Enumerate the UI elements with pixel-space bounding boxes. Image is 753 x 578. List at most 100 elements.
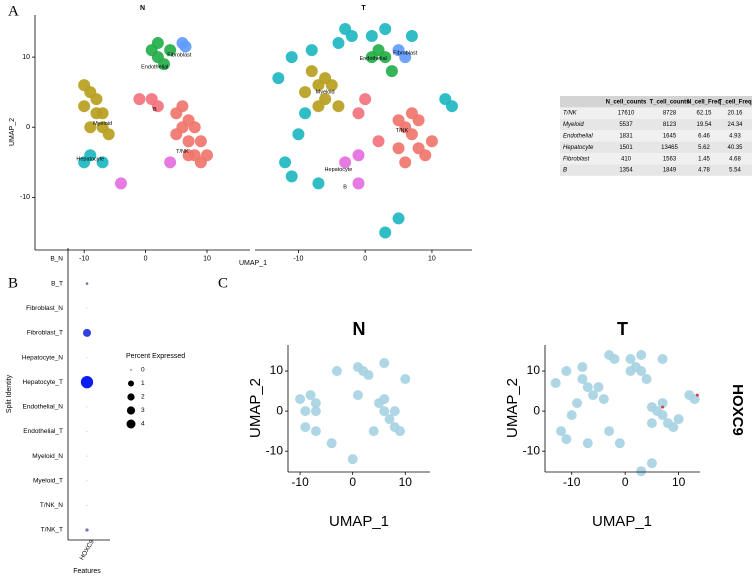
table-header: T_cell_Freq bbox=[718, 99, 752, 105]
y-tick-label: Fibroblast_N bbox=[26, 305, 63, 312]
table-cell: 8728 bbox=[663, 111, 677, 117]
point bbox=[604, 426, 615, 437]
point bbox=[625, 354, 636, 365]
point bbox=[646, 418, 657, 429]
point bbox=[636, 366, 647, 377]
table-cell: 24.34 bbox=[727, 122, 743, 128]
table-cell: 5.62 bbox=[698, 145, 710, 151]
point bbox=[384, 414, 395, 425]
table-header: N_cell_counts bbox=[606, 99, 647, 105]
point bbox=[300, 422, 311, 433]
y-tick-label: B_T bbox=[51, 280, 63, 287]
point bbox=[170, 128, 183, 141]
y-axis-label: UMAP_2 bbox=[247, 378, 264, 438]
point bbox=[561, 366, 572, 377]
table-row-bg bbox=[560, 118, 752, 131]
point bbox=[668, 422, 679, 433]
legend-label: 3 bbox=[141, 407, 145, 414]
y-tick-label: -10 bbox=[523, 443, 541, 457]
point bbox=[400, 374, 411, 385]
table-cell: 8123 bbox=[663, 122, 677, 128]
chart-title: N bbox=[140, 5, 145, 12]
point bbox=[392, 212, 405, 225]
table-cell: 19.54 bbox=[696, 122, 712, 128]
legend-label: 0 bbox=[141, 367, 145, 374]
point bbox=[556, 426, 567, 437]
x-tick-label: 10 bbox=[428, 255, 436, 262]
y-tick-label: Endothelial_T bbox=[23, 428, 63, 435]
x-tick-label: HOXC9 bbox=[79, 538, 96, 561]
legend-dot bbox=[127, 393, 135, 401]
y-tick-label: 10 bbox=[527, 363, 541, 377]
dot bbox=[86, 455, 88, 457]
point bbox=[425, 135, 438, 148]
cluster-label: Myeloid bbox=[93, 121, 112, 127]
point bbox=[151, 37, 164, 50]
chart-title: T bbox=[361, 5, 366, 12]
table-cell: 1501 bbox=[619, 145, 633, 151]
y-tick-label: Fibroblast_T bbox=[27, 330, 63, 337]
feature-label: HOXC9 bbox=[729, 384, 746, 436]
table-row-label: Fibroblast bbox=[563, 156, 590, 162]
point bbox=[405, 128, 418, 141]
y-tick-label: 0 bbox=[533, 403, 540, 417]
table-cell: 62.15 bbox=[696, 111, 712, 117]
dot bbox=[86, 430, 88, 433]
cluster-label: Fibroblast bbox=[167, 52, 192, 58]
point bbox=[305, 390, 316, 401]
point bbox=[582, 438, 593, 449]
dot bbox=[80, 376, 94, 389]
point bbox=[641, 374, 652, 385]
table-row-bg bbox=[560, 130, 752, 142]
table-cell: 4.93 bbox=[729, 133, 741, 139]
y-tick-label: Hepatocyte_T bbox=[23, 379, 63, 386]
point bbox=[295, 394, 306, 405]
point bbox=[593, 382, 604, 393]
point bbox=[332, 37, 345, 50]
point bbox=[299, 107, 312, 120]
point bbox=[345, 30, 358, 43]
y-axis-label: Split Identity bbox=[6, 374, 13, 413]
point bbox=[78, 100, 91, 113]
point bbox=[151, 100, 164, 113]
legend-dot bbox=[128, 380, 134, 387]
legend-label: 2 bbox=[141, 394, 145, 401]
table-cell: 1831 bbox=[619, 133, 633, 139]
y-tick-label: B_N bbox=[50, 256, 63, 263]
y-tick-label: Endothelial_N bbox=[23, 404, 64, 411]
y-tick-label: -10 bbox=[266, 443, 284, 457]
y-tick-label: T/NK_N bbox=[40, 502, 63, 509]
point bbox=[319, 72, 332, 85]
x-tick-label: -10 bbox=[291, 475, 309, 489]
point bbox=[331, 366, 342, 377]
table-row-label: Endothelial bbox=[563, 133, 593, 139]
point bbox=[339, 156, 352, 169]
point bbox=[299, 86, 312, 99]
point bbox=[695, 393, 699, 397]
dot bbox=[86, 504, 88, 506]
chart-title: T bbox=[617, 319, 628, 339]
table-row-bg bbox=[560, 141, 752, 153]
dot bbox=[86, 307, 88, 309]
point bbox=[657, 410, 668, 421]
table-cell: 4.68 bbox=[729, 156, 741, 162]
point bbox=[363, 370, 374, 381]
table-cell: 40.35 bbox=[727, 145, 743, 151]
cluster-label: Endothelial bbox=[360, 56, 387, 62]
point bbox=[365, 30, 378, 43]
point bbox=[78, 79, 91, 92]
cluster-label: Hepatocyte bbox=[76, 156, 104, 162]
point bbox=[385, 65, 398, 78]
table-cell: 1645 bbox=[663, 133, 677, 139]
y-tick-label: 10 bbox=[270, 363, 284, 377]
legend-dot bbox=[130, 369, 132, 371]
cluster-label: Myeloid bbox=[316, 90, 335, 96]
cluster-label: Hepatocyte bbox=[325, 167, 353, 173]
table-row-label: Myeloid bbox=[563, 122, 584, 128]
point bbox=[582, 382, 593, 393]
x-tick-label: 0 bbox=[363, 255, 367, 262]
panel-label: C bbox=[218, 275, 228, 291]
legend-dot bbox=[126, 406, 136, 415]
point bbox=[588, 390, 599, 401]
y-axis-label: UMAP_2 bbox=[504, 378, 521, 438]
